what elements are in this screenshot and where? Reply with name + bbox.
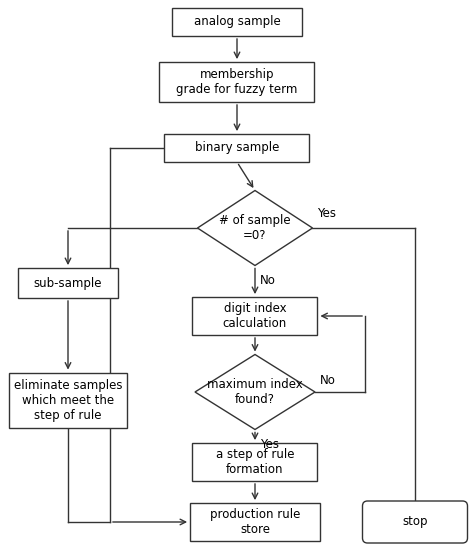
Text: production rule
store: production rule store <box>210 508 300 536</box>
Bar <box>192 297 318 335</box>
Bar <box>172 8 302 36</box>
Text: analog sample: analog sample <box>193 16 281 29</box>
Text: eliminate samples
which meet the
step of rule: eliminate samples which meet the step of… <box>14 379 122 422</box>
Text: sub-sample: sub-sample <box>34 277 102 290</box>
Bar <box>9 372 127 427</box>
Text: a step of rule
formation: a step of rule formation <box>216 448 294 476</box>
Bar <box>192 443 318 481</box>
Bar <box>18 268 118 298</box>
Text: Yes: Yes <box>318 207 337 220</box>
Polygon shape <box>198 190 312 265</box>
Text: digit index
calculation: digit index calculation <box>223 302 287 330</box>
Text: No: No <box>320 374 336 387</box>
Text: binary sample: binary sample <box>195 142 279 155</box>
FancyBboxPatch shape <box>363 501 467 543</box>
Text: # of sample
=0?: # of sample =0? <box>219 214 291 242</box>
Bar <box>164 134 310 162</box>
Text: maximum index
found?: maximum index found? <box>207 378 303 406</box>
Polygon shape <box>195 354 315 430</box>
Bar <box>159 62 315 102</box>
Bar <box>190 503 320 541</box>
Text: stop: stop <box>402 516 428 529</box>
Text: membership
grade for fuzzy term: membership grade for fuzzy term <box>176 68 298 96</box>
Text: Yes: Yes <box>260 437 279 450</box>
Text: No: No <box>260 273 276 287</box>
